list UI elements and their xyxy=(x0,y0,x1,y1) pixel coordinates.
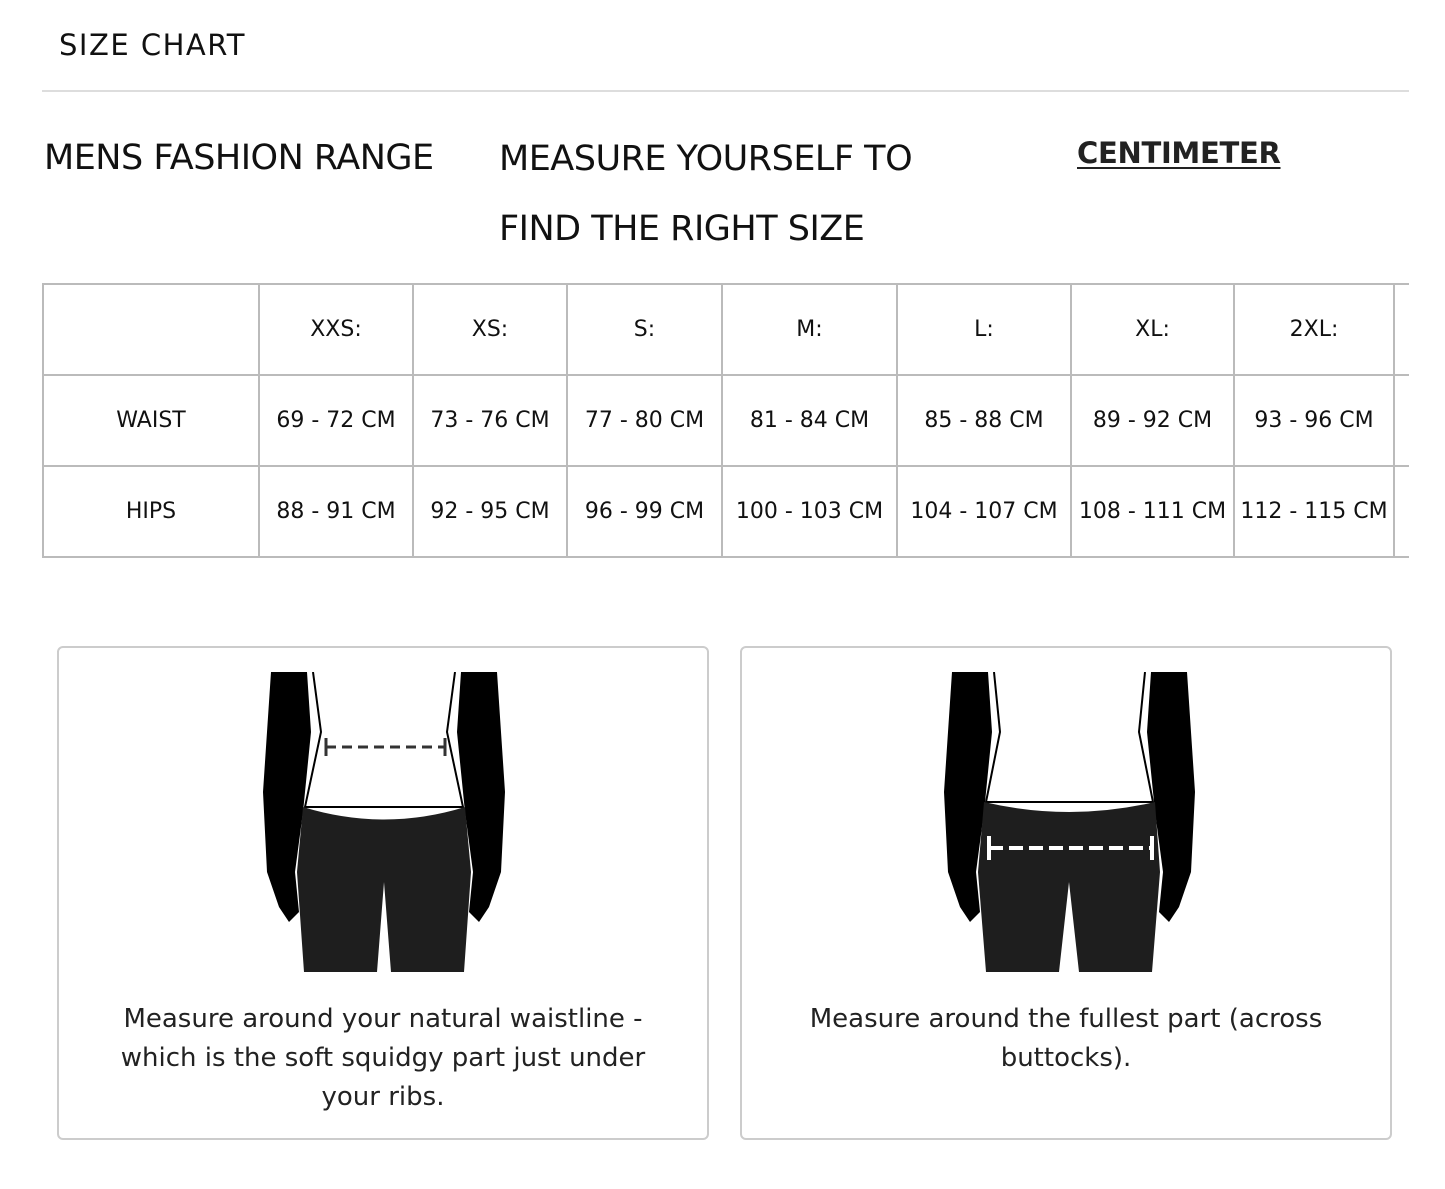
header-cell: XL: xyxy=(1070,283,1235,376)
hips-guide-card: Measure around the fullest part (across … xyxy=(740,646,1392,1140)
waist-guide-card: Measure around your natural waistline - … xyxy=(57,646,709,1140)
size-table-wrapper[interactable]: XXS: XS: S: M: L: XL: 2XL: WAIST 69 - 72… xyxy=(42,283,1409,563)
header-cell: 2XL: xyxy=(1233,283,1395,376)
waist-guide-text: Measure around your natural waistline - … xyxy=(120,1004,646,1112)
hips-guide-text: Measure around the fullest part (across … xyxy=(809,1004,1323,1073)
unit-toggle-link[interactable]: CENTIMETER xyxy=(1077,136,1281,170)
table-cell: 88 - 91 CM xyxy=(258,465,414,558)
header-cell: S: xyxy=(566,283,723,376)
table-cell: 77 - 80 CM xyxy=(566,374,723,467)
table-cell: 112 - 115 CM xyxy=(1233,465,1395,558)
divider xyxy=(42,90,1409,92)
table-cell: 104 - 107 CM xyxy=(896,465,1072,558)
header-cell: XS: xyxy=(412,283,568,376)
measure-instruction: MEASURE YOURSELF TO FIND THE RIGHT SIZE xyxy=(499,139,913,249)
table-cell: 73 - 76 CM xyxy=(412,374,568,467)
size-chart-heading: SIZE CHART xyxy=(59,28,247,62)
table-cell: 93 - 96 CM xyxy=(1233,374,1395,467)
table-cell: 96 - 99 CM xyxy=(566,465,723,558)
header-cell: L: xyxy=(896,283,1072,376)
table-cell: 85 - 88 CM xyxy=(896,374,1072,467)
range-title: MENS FASHION RANGE xyxy=(44,138,434,178)
row-label: WAIST xyxy=(42,374,260,467)
table-cell: 92 - 95 CM xyxy=(412,465,568,558)
header-cell: XXS: xyxy=(258,283,414,376)
table-row: HIPS 88 - 91 CM 92 - 95 CM 96 - 99 CM 10… xyxy=(42,465,1409,558)
size-table: XXS: XS: S: M: L: XL: 2XL: WAIST 69 - 72… xyxy=(42,283,1409,558)
table-cell: 81 - 84 CM xyxy=(721,374,898,467)
header-cell xyxy=(1393,283,1409,376)
table-row: WAIST 69 - 72 CM 73 - 76 CM 77 - 80 CM 8… xyxy=(42,374,1409,467)
row-label: HIPS xyxy=(42,465,260,558)
table-cell: 100 - 103 CM xyxy=(721,465,898,558)
table-cell xyxy=(1393,374,1409,467)
table-cell: 69 - 72 CM xyxy=(258,374,414,467)
table-cell: 89 - 92 CM xyxy=(1070,374,1235,467)
table-header-row: XXS: XS: S: M: L: XL: 2XL: xyxy=(42,283,1409,376)
table-cell: 108 - 111 CM xyxy=(1070,465,1235,558)
table-cell xyxy=(1393,465,1409,558)
waist-measure-illustration-icon xyxy=(263,672,505,972)
hips-measure-illustration-icon xyxy=(944,672,1195,972)
header-cell xyxy=(42,283,260,376)
header-cell: M: xyxy=(721,283,898,376)
